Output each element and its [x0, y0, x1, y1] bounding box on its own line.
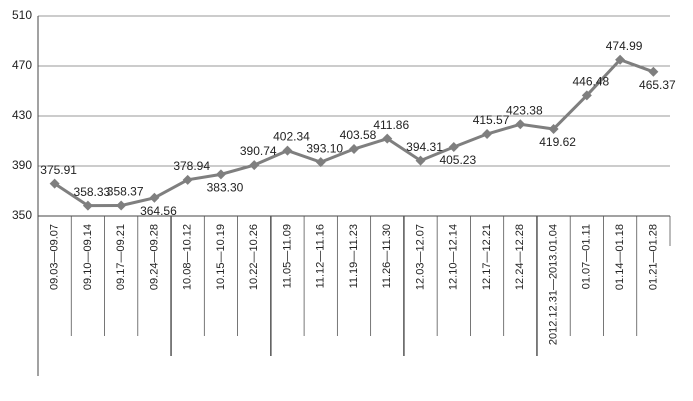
data-label: 358.33 [74, 185, 111, 199]
marker [482, 129, 493, 140]
x-tick-label: 12.17—12.21 [481, 224, 493, 290]
data-label: 415.57 [473, 113, 510, 127]
data-label: 403.58 [340, 128, 377, 142]
marker [382, 133, 393, 144]
marker [116, 200, 127, 211]
marker [648, 66, 659, 77]
x-tick-label: 09.03—09.07 [49, 224, 61, 290]
data-label: 375.91 [40, 163, 77, 177]
x-tick-label: 11.12—11.16 [315, 224, 327, 288]
data-label: 394.31 [406, 140, 443, 154]
x-tick-label: 09.24—09.28 [148, 224, 160, 290]
x-tick-label: 12.10—12.14 [448, 224, 460, 290]
x-tick-label: 01.07—01.11 [581, 224, 593, 289]
data-label: 405.23 [439, 153, 476, 167]
marker [448, 141, 459, 152]
data-label: 402.34 [273, 130, 310, 144]
data-label: 358.37 [107, 185, 144, 199]
data-label: 393.10 [306, 141, 343, 155]
marker [215, 169, 226, 180]
x-tick-label: 10.08—10.12 [182, 224, 194, 290]
marker [415, 155, 426, 166]
marker [515, 119, 526, 130]
marker [82, 200, 93, 211]
x-tick-label: 09.10—09.14 [82, 224, 94, 290]
y-tick-label: 430 [12, 108, 32, 122]
x-tick-label: 01.21—01.28 [647, 224, 659, 290]
x-tick-label: 11.05—11.09 [281, 224, 293, 288]
y-tick-label: 350 [12, 208, 32, 222]
x-tick-label: 10.22—10.26 [248, 224, 260, 290]
x-tick-label: 01.14—01.18 [614, 224, 626, 290]
marker [249, 160, 260, 171]
marker [581, 90, 592, 101]
x-tick-label: 2012.12.31—2013.01.04 [547, 224, 559, 345]
x-tick-label: 12.03—12.07 [414, 224, 426, 290]
marker [548, 123, 559, 134]
data-label: 446.48 [572, 75, 609, 89]
x-tick-label: 12.24—12.28 [514, 224, 526, 290]
y-tick-label: 510 [12, 8, 32, 22]
marker [182, 174, 193, 185]
data-label: 378.94 [173, 159, 210, 173]
y-tick-label: 390 [12, 158, 32, 172]
marker [49, 178, 60, 189]
marker [282, 145, 293, 156]
data-label: 383.30 [207, 181, 244, 195]
data-label: 474.99 [606, 39, 643, 53]
x-tick-label: 11.26—11.30 [381, 224, 393, 288]
marker [615, 54, 626, 65]
data-label: 411.86 [373, 118, 409, 132]
marker [149, 192, 160, 203]
marker [315, 157, 326, 168]
x-tick-label: 09.17—09.21 [115, 224, 127, 290]
data-label: 419.62 [539, 135, 576, 149]
data-label: 390.74 [240, 144, 277, 158]
data-label: 364.56 [140, 204, 177, 218]
data-label: 465.37 [639, 78, 676, 92]
data-label: 423.38 [506, 103, 543, 117]
x-tick-label: 10.15—10.19 [215, 224, 227, 290]
x-tick-label: 11.19—11.23 [348, 224, 360, 288]
marker [349, 144, 359, 155]
y-tick-label: 470 [12, 58, 32, 72]
